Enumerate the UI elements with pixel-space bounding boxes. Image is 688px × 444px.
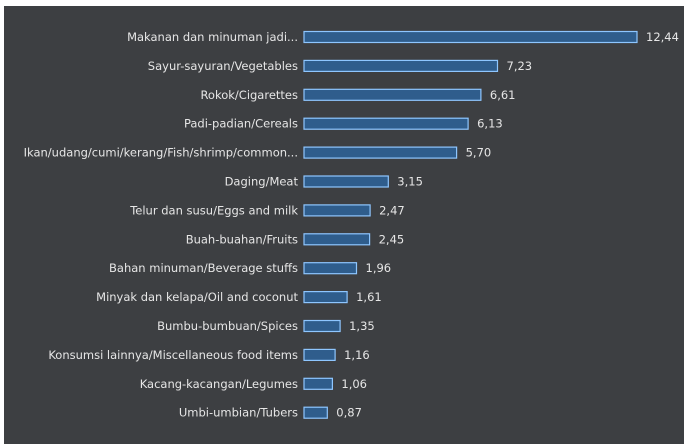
bar — [303, 291, 348, 304]
value-labels: 12,44 7,23 6,61 6,13 5,70 3,15 2,47 2,45 1,96 1,6… — [336, 30, 679, 420]
bar — [303, 88, 482, 101]
bar — [303, 117, 469, 130]
category-labels: Makanan dan minuman jadi... Sayur-sayuran… — [24, 30, 299, 420]
bar — [303, 59, 499, 73]
bar — [303, 319, 341, 333]
bars-layer — [303, 30, 638, 419]
value-label: 1,16 — [344, 348, 370, 362]
bar — [303, 204, 371, 217]
category-label: Sayur-sayuran/Vegetables — [148, 59, 298, 73]
category-label: Bahan minuman/Beverage stuffs — [109, 261, 298, 275]
category-label: Rokok/Cigarettes — [200, 88, 298, 102]
bar — [303, 377, 333, 390]
category-label: Konsumsi lainnya/Miscellaneous food item… — [48, 348, 298, 362]
value-label: 7,23 — [507, 59, 533, 73]
category-label: Makanan dan minuman jadi... — [127, 30, 298, 44]
category-label: Daging/Meat — [225, 175, 299, 189]
value-label: 2,47 — [379, 203, 405, 217]
value-label: 0,87 — [336, 406, 362, 420]
bar — [303, 175, 389, 188]
category-label: Minyak dan kelapa/Oil and coconut — [96, 290, 298, 304]
category-label: Bumbu-bumbuan/Spices — [157, 319, 298, 333]
bar — [303, 146, 458, 159]
bar — [303, 30, 638, 44]
value-label: 1,06 — [341, 377, 367, 391]
bar-chart: Makanan dan minuman jadi... Sayur-sayuran… — [24, 30, 679, 420]
value-label: 6,13 — [477, 117, 503, 131]
bar — [303, 233, 371, 246]
category-label: Padi-padian/Cereals — [184, 117, 298, 131]
bar — [303, 406, 328, 419]
value-label: 3,15 — [397, 175, 423, 189]
value-label: 2,45 — [379, 232, 405, 246]
value-label: 5,70 — [466, 146, 492, 160]
bar — [303, 262, 358, 275]
value-label: 12,44 — [646, 30, 679, 44]
bar — [303, 348, 336, 361]
value-label: 1,35 — [349, 319, 375, 333]
chart-panel: Makanan dan minuman jadi... Sayur-sayuran… — [4, 6, 684, 444]
category-label: Kacang-kacangan/Legumes — [140, 377, 298, 391]
value-label: 1,61 — [356, 290, 382, 304]
category-label: Ikan/udang/cumi/kerang/Fish/shrimp/commo… — [24, 146, 298, 160]
value-label: 6,61 — [490, 88, 516, 102]
category-label: Buah-buahan/Fruits — [186, 232, 298, 246]
category-label: Umbi-umbian/Tubers — [179, 406, 298, 420]
value-label: 1,96 — [366, 261, 392, 275]
category-label: Telur dan susu/Eggs and milk — [129, 203, 298, 217]
